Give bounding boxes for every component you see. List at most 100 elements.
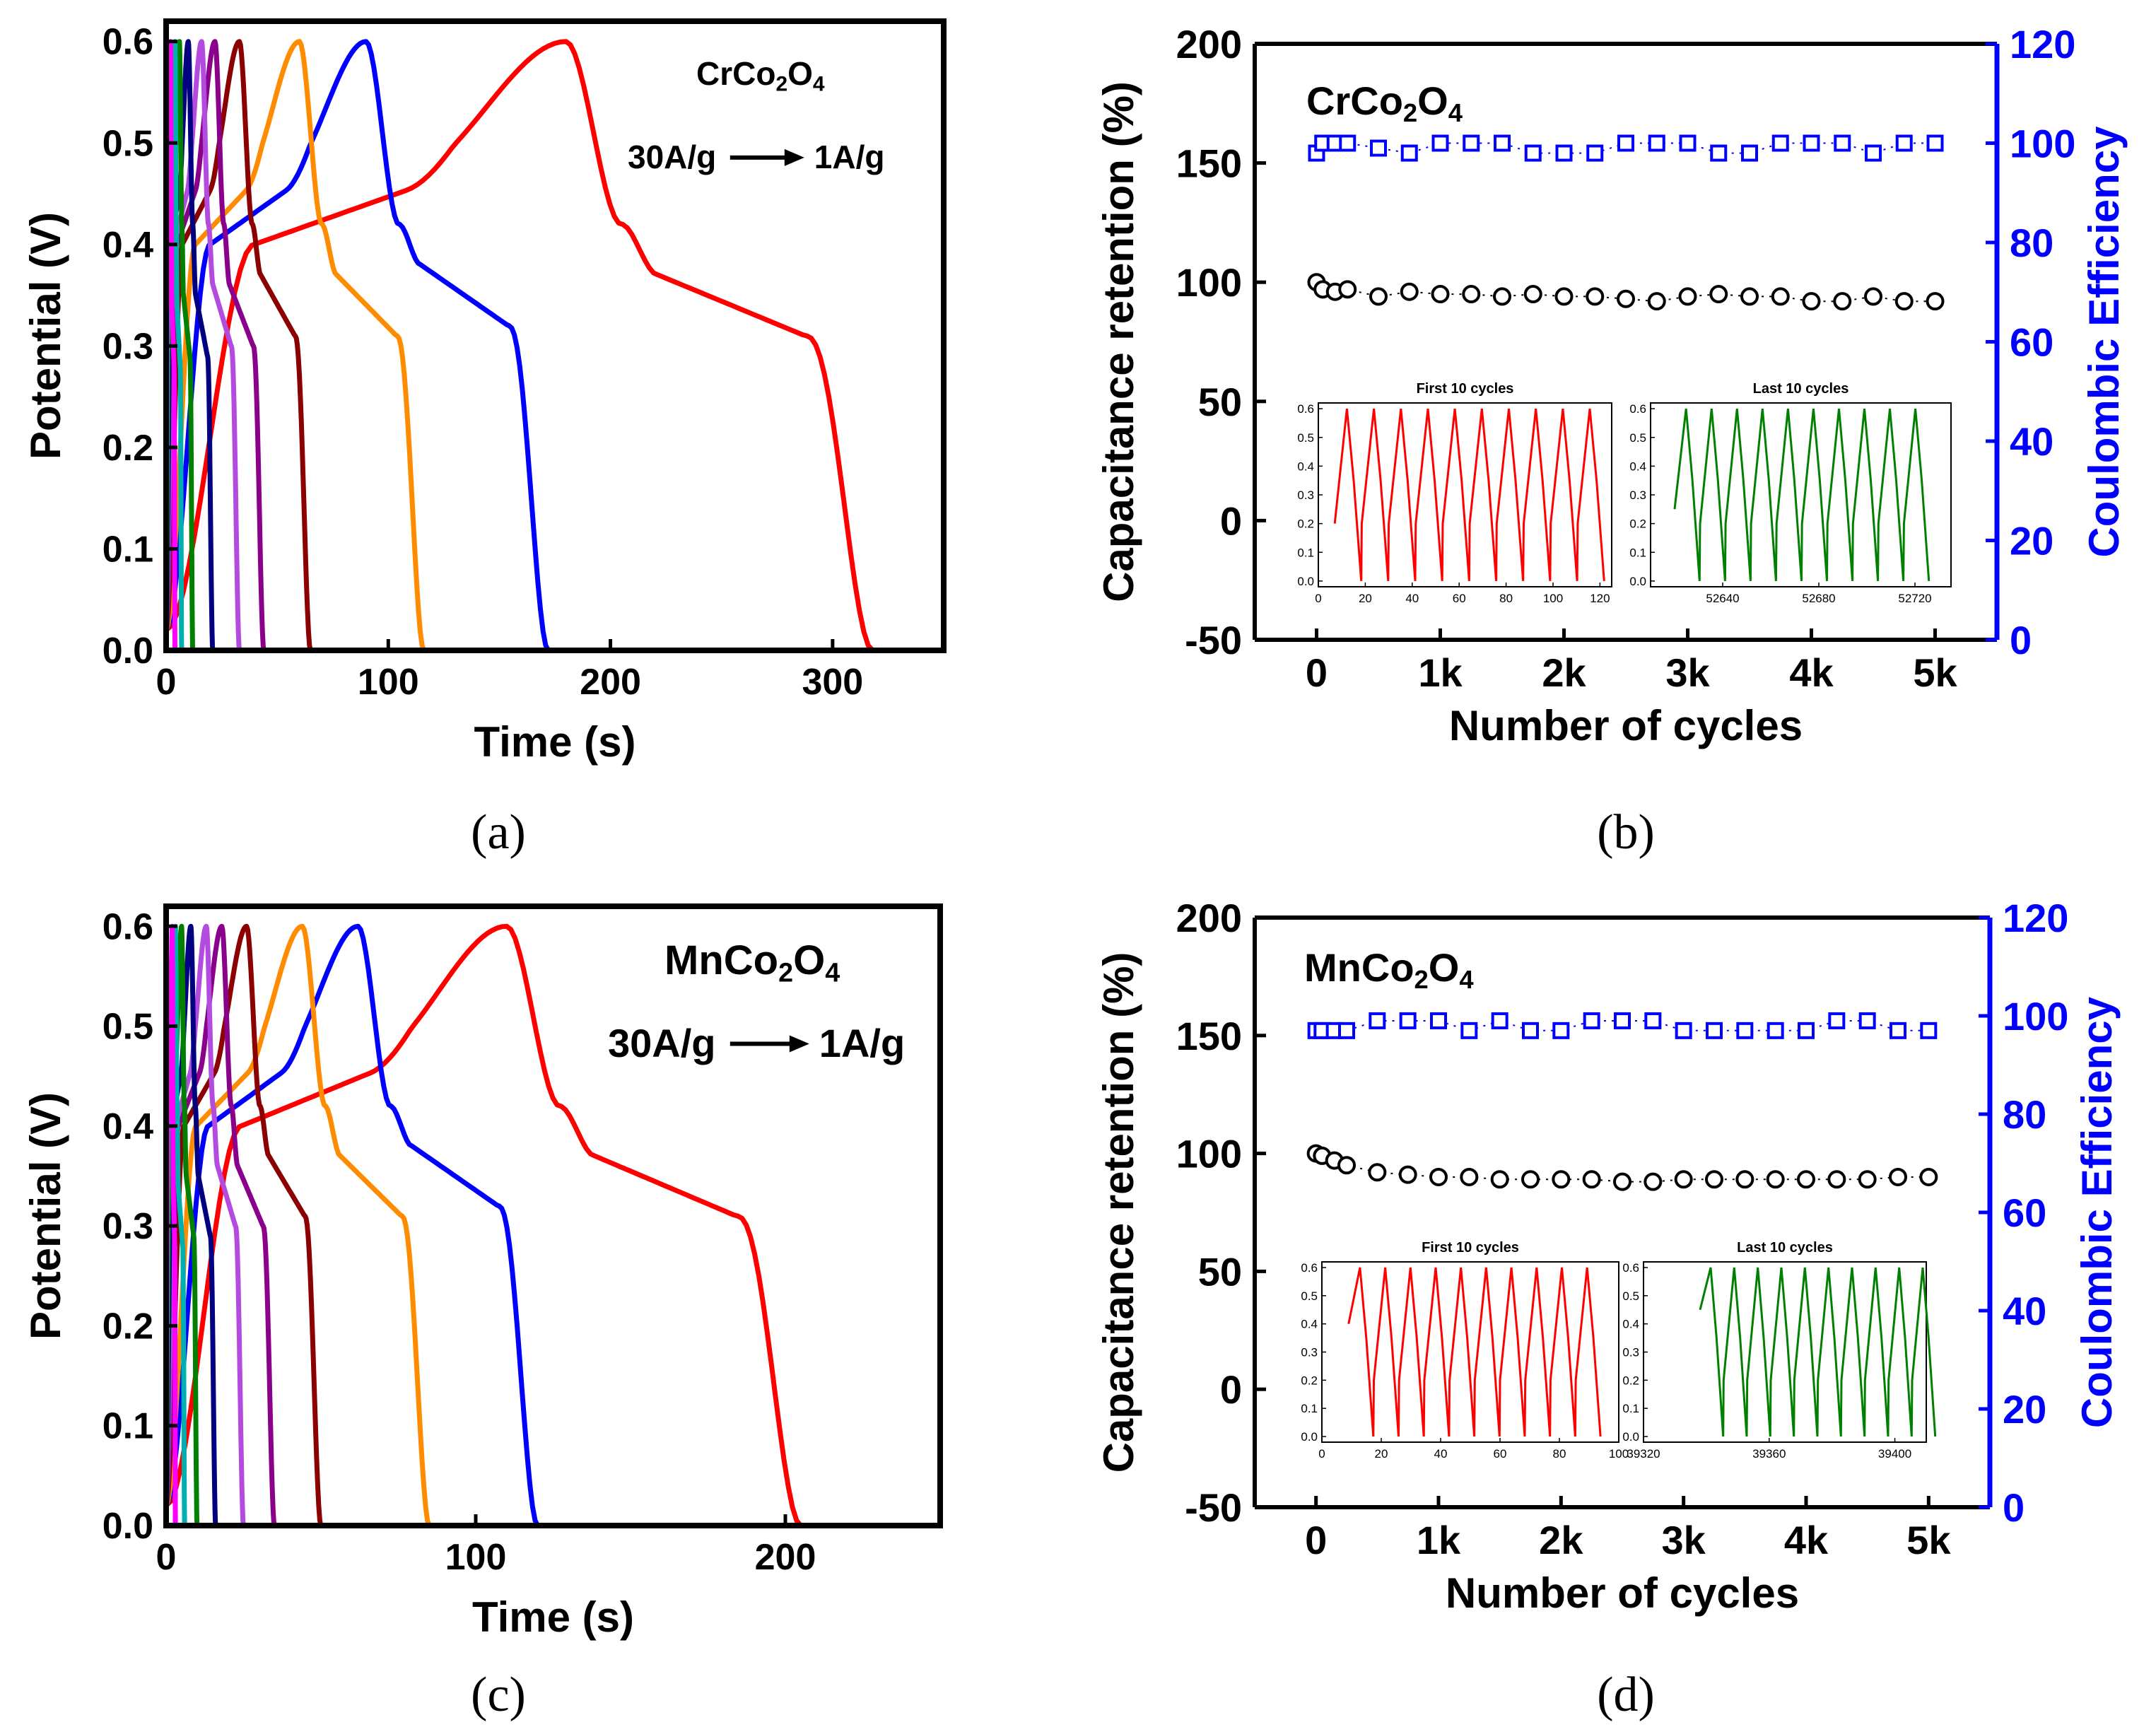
panel-d-series-1-point-21 bbox=[1890, 1022, 1906, 1039]
caption-c: (c) bbox=[471, 1668, 526, 1722]
panel-d-inset-1: Last 10 cycles 39320 39360 39400 0.0 0.1 0.2 0.… bbox=[1622, 1240, 1937, 1461]
panel-b-series-0-point-3 bbox=[1338, 280, 1357, 299]
panel-b-inset-0-frame bbox=[1318, 402, 1612, 587]
panel-b-inset-1-x-tick-label-0: 52640 bbox=[1706, 592, 1739, 605]
panel-d-y2label: Coulombic Efficiency bbox=[2073, 996, 2121, 1428]
panel-d-series-0-point-22 bbox=[1919, 1167, 1938, 1186]
panel-b-inset-0-x-tick-label-4: 80 bbox=[1499, 592, 1513, 605]
panel-b-y-tick-label-5: 200 bbox=[1176, 22, 1242, 66]
panel-d-series-1-point-14 bbox=[1675, 1022, 1692, 1039]
panel-a-series-1 bbox=[166, 39, 551, 650]
panel-d-series-0-point-16 bbox=[1735, 1170, 1754, 1189]
panel-b-x-tick-label-0: 0 bbox=[1306, 650, 1328, 695]
panel-d-series-0-point-20 bbox=[1858, 1170, 1877, 1189]
panel-d-series-1-point-9 bbox=[1522, 1022, 1539, 1039]
panel-b-chart: 0 1k 2k 3k 4k 5k-5005010015020002040608010012… bbox=[1095, 22, 2128, 749]
panel-d-series-1-point-4 bbox=[1369, 1012, 1386, 1029]
panel-b-series-1-point-5 bbox=[1400, 144, 1418, 162]
panel-b-inset-0-y-tick-label-4: 0.4 bbox=[1297, 460, 1314, 473]
panel-b-inset-1-x-tick-label-2: 52720 bbox=[1898, 592, 1931, 605]
panel-b-inset-0-x-tick-label-3: 60 bbox=[1453, 592, 1466, 605]
panel-b-y2-tick-label-4: 80 bbox=[2010, 221, 2054, 265]
panel-d-series-1-point-19 bbox=[1828, 1012, 1846, 1029]
panel-d-series-1-point-12 bbox=[1614, 1012, 1631, 1029]
panel-b-inset-0-x-tick-label-5: 100 bbox=[1543, 592, 1563, 605]
panel-d-inset-1-y-tick-label-2: 0.2 bbox=[1622, 1374, 1639, 1387]
panel-b-series-1 bbox=[1308, 134, 1944, 162]
panel-d-series-0-point-14 bbox=[1674, 1170, 1693, 1189]
panel-b-series-1-point-19 bbox=[1834, 134, 1851, 152]
panel-c-series-1 bbox=[166, 923, 540, 1526]
panel-b-inset-1-y-tick-label-3: 0.3 bbox=[1629, 488, 1646, 502]
panel-c-x-tick-label-1: 100 bbox=[445, 1537, 507, 1578]
panel-d-series-1-point-3 bbox=[1338, 1022, 1355, 1039]
panel-d-x-tick-label-1: 1k bbox=[1417, 1518, 1461, 1562]
panel-c-ylabel: Potential (V) bbox=[22, 1092, 69, 1340]
panel-b-series-1-point-6 bbox=[1431, 134, 1449, 152]
panel-b-inset-1-y-tick-label-5: 0.5 bbox=[1629, 431, 1646, 445]
panel-b-inset-1-title: Last 10 cycles bbox=[1753, 381, 1849, 397]
panel-b-series-0-point-4 bbox=[1369, 287, 1388, 306]
panel-d-x-tick-label-4: 4k bbox=[1784, 1518, 1829, 1562]
panel-d-inset-0-x-tick-label-5: 100 bbox=[1609, 1447, 1629, 1461]
panel-d-series-1-point-18 bbox=[1798, 1022, 1815, 1039]
panel-d-inset-1-y-tick-label-3: 0.3 bbox=[1622, 1346, 1639, 1359]
panel-b-series-0-point-18 bbox=[1802, 292, 1821, 311]
panel-d-annotation-material: MnCo2O4 bbox=[1304, 945, 1474, 994]
panel-c-annotation-rate: 30A/g 1A/g bbox=[608, 1021, 905, 1065]
panel-a-xlabel: Time (s) bbox=[474, 718, 636, 766]
panel-b-y-tick-label-1: 0 bbox=[1220, 498, 1242, 543]
panel-b-series-1-point-7 bbox=[1463, 134, 1480, 152]
panel-c-x-tick-label-0: 0 bbox=[156, 1537, 177, 1578]
panel-d-series-1-point-13 bbox=[1644, 1012, 1662, 1029]
panel-d-inset-0-x-tick-label-3: 60 bbox=[1494, 1447, 1507, 1461]
panel-d-y2-tick-label-0: 0 bbox=[2003, 1485, 2025, 1530]
panel-d-series-0-point-4 bbox=[1368, 1163, 1387, 1182]
panel-d-inset-1-x-tick-label-0: 39320 bbox=[1627, 1447, 1660, 1461]
panel-c-x-tick-label-2: 200 bbox=[755, 1537, 816, 1578]
panel-b-series-1-point-4 bbox=[1370, 139, 1387, 157]
panel-d-inset-1-y-tick-label-0: 0.0 bbox=[1622, 1430, 1639, 1444]
panel-b-x-tick-label-1: 1k bbox=[1418, 650, 1463, 695]
panel-b-inset-0-y-tick-label-6: 0.6 bbox=[1297, 402, 1314, 416]
panel-d-inset-0-title: First 10 cycles bbox=[1422, 1240, 1519, 1256]
panel-a-chart: 0 100 200 300 0.0 0.1 0.2 0.3 0.4 0.5 0.6 Time (s) P… bbox=[22, 18, 947, 766]
panel-d-y2-tick-label-5: 100 bbox=[2003, 994, 2068, 1038]
panel-b-series-1-point-16 bbox=[1741, 144, 1758, 162]
panel-d-series-0-point-8 bbox=[1490, 1170, 1509, 1189]
panel-d-series-0-point-11 bbox=[1582, 1170, 1601, 1189]
caption-a: (a) bbox=[471, 805, 526, 860]
panel-d-series-0-point-5 bbox=[1398, 1165, 1417, 1184]
panel-d-series-0 bbox=[1306, 1144, 1938, 1191]
panel-b-x-tick-label-3: 3k bbox=[1665, 650, 1710, 695]
panel-c-series-3 bbox=[166, 923, 324, 1526]
panel-b-y-tick-label-0: -50 bbox=[1185, 618, 1242, 662]
panel-d-series-1-point-20 bbox=[1858, 1012, 1876, 1029]
panel-c-series bbox=[166, 923, 803, 1526]
panel-a-annotation-rate: 30A/g 1A/g bbox=[628, 139, 884, 175]
panel-d-series-1-point-16 bbox=[1736, 1022, 1754, 1039]
panel-b-y-tick-label-3: 100 bbox=[1176, 260, 1242, 305]
panel-b-inset-0-y-tick-label-5: 0.5 bbox=[1297, 431, 1314, 445]
panel-c-frame bbox=[163, 903, 943, 1528]
panel-d-inset-1-trace bbox=[1699, 1267, 1937, 1437]
panel-d-series-0-point-9 bbox=[1521, 1170, 1540, 1189]
panel-b-x-tick-label-5: 5k bbox=[1913, 650, 1957, 695]
panel-d-chart: 0 1k 2k 3k 4k 5k-5005010015020002040608010012… bbox=[1095, 896, 2121, 1617]
panel-b-series-1-point-11 bbox=[1586, 144, 1604, 162]
panel-d-inset-1-y-tick-label-1: 0.1 bbox=[1622, 1402, 1639, 1415]
caption-b: (b) bbox=[1597, 805, 1655, 860]
panel-a-annotation-material: CrCo2O4 bbox=[696, 55, 825, 95]
panel-d-inset-0-x-tick-label-0: 0 bbox=[1318, 1447, 1325, 1461]
panel-b-inset-1-y-tick-label-0: 0.0 bbox=[1629, 575, 1646, 588]
panel-b-annotation-material: CrCo2O4 bbox=[1306, 78, 1463, 127]
panel-d-inset-0-y-tick-label-6: 0.6 bbox=[1301, 1261, 1318, 1275]
panel-b-inset-1: Last 10 cycles 52640 52680 52720 0.0 0.1 0.2 0.… bbox=[1629, 381, 1952, 605]
panel-b-x-tick-label-4: 4k bbox=[1789, 650, 1834, 695]
caption-d: (d) bbox=[1597, 1668, 1655, 1722]
panel-a-x-tick-label-1: 100 bbox=[358, 662, 419, 703]
panel-d-series-0-point-13 bbox=[1644, 1172, 1663, 1191]
panel-d-y2-tick-label-1: 20 bbox=[2003, 1387, 2046, 1432]
panel-c-xlabel: Time (s) bbox=[472, 1593, 634, 1641]
panel-b-series-1-point-13 bbox=[1648, 134, 1665, 152]
